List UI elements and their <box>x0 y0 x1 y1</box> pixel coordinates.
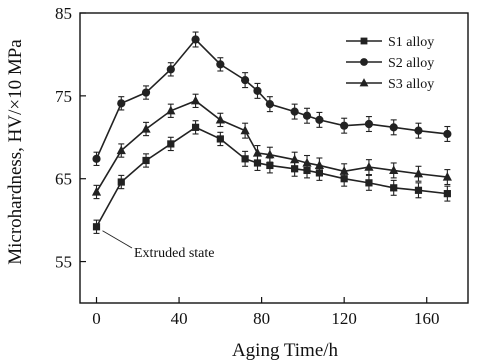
legend-marker <box>359 78 369 87</box>
data-point <box>265 149 275 159</box>
series-1 <box>92 120 451 234</box>
legend-item-2: S2 alloy <box>346 56 434 71</box>
data-point <box>302 157 312 167</box>
data-point <box>190 95 201 105</box>
legend-label: S3 alloy <box>388 77 434 92</box>
data-point <box>364 162 374 171</box>
y-tick-label: 65 <box>55 170 72 189</box>
series-layer <box>91 31 452 234</box>
data-point <box>315 115 324 124</box>
data-point <box>240 125 250 135</box>
legend-item-1: S1 alloy <box>346 35 434 50</box>
data-point <box>339 166 349 175</box>
data-point <box>291 165 299 173</box>
data-point <box>215 114 225 124</box>
y-axis-title: Microhardness, HV/×10 MPa <box>5 39 26 265</box>
data-point <box>252 147 263 157</box>
x-axis-title: Aging Time/h <box>232 340 339 361</box>
series-line <box>95 126 448 228</box>
data-point <box>166 65 175 74</box>
plot-border <box>79 12 469 304</box>
x-tick-label: 80 <box>253 309 270 328</box>
x-tick-label: 120 <box>331 309 357 328</box>
data-point <box>253 86 262 95</box>
data-point <box>216 135 224 143</box>
data-point <box>414 126 423 135</box>
data-point <box>117 178 125 186</box>
legend-item-3: S3 alloy <box>346 77 434 92</box>
annotation-layer: Extruded state <box>102 230 214 261</box>
y-tick-label: 75 <box>55 87 72 106</box>
data-point <box>314 160 325 170</box>
data-point <box>141 123 151 133</box>
data-point <box>167 140 175 148</box>
data-point <box>443 129 452 139</box>
data-point <box>442 171 452 181</box>
legend-marker <box>360 58 368 66</box>
data-point <box>191 123 200 131</box>
data-point <box>390 184 398 192</box>
data-point <box>414 186 423 194</box>
data-point <box>290 107 299 116</box>
data-point <box>92 223 101 231</box>
data-point <box>141 88 151 97</box>
plot-frame <box>79 12 469 304</box>
data-point <box>191 35 200 44</box>
series-3 <box>91 93 452 200</box>
legend-label: S2 alloy <box>388 56 434 71</box>
data-point <box>340 121 349 130</box>
data-point <box>116 145 126 155</box>
annotation-label: Extruded state <box>134 246 214 261</box>
data-point <box>216 60 225 69</box>
series-2 <box>92 31 452 167</box>
data-point <box>166 105 176 115</box>
data-point <box>117 99 126 108</box>
legend-label: S1 alloy <box>388 35 434 50</box>
data-point <box>389 123 398 132</box>
y-tick-label: 55 <box>55 253 72 272</box>
x-tick-label: 0 <box>92 309 101 328</box>
data-point <box>142 156 150 165</box>
data-point <box>92 154 101 163</box>
x-tick-label: 160 <box>414 309 440 328</box>
axis-ticks: 0 40 80 120 160 55 65 75 85 <box>55 4 439 328</box>
y-tick-label: 85 <box>55 4 72 23</box>
data-point <box>443 190 451 198</box>
data-point <box>265 100 274 109</box>
data-point <box>413 168 424 178</box>
data-point <box>290 154 300 164</box>
legend-marker <box>360 37 368 45</box>
data-point <box>365 179 373 187</box>
data-point <box>241 155 249 163</box>
data-point <box>91 186 102 196</box>
data-point <box>266 161 274 170</box>
data-point <box>389 165 399 175</box>
annotation-leader <box>102 230 133 249</box>
x-tick-label: 40 <box>171 309 188 328</box>
data-point <box>241 76 250 85</box>
legend: S1 alloy S2 alloy S3 alloy <box>346 35 434 92</box>
data-point <box>253 159 262 167</box>
data-point <box>364 119 374 129</box>
data-point <box>302 111 312 120</box>
